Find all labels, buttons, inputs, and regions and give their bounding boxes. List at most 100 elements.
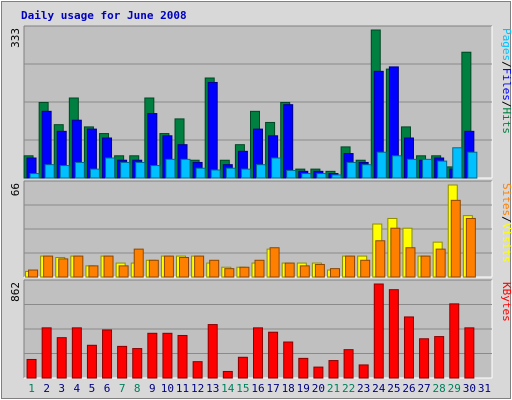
bar-pages-day-4 [74, 161, 85, 179]
bar-kbytes-day-10 [162, 332, 173, 379]
bar-kbytes-day-16 [253, 327, 263, 379]
bar-sites-day-21 [329, 268, 340, 278]
bar-sites-day-30 [465, 217, 476, 278]
x-tick-label-day-3: 3 [58, 382, 65, 395]
x-tick-label-day-4: 4 [74, 382, 81, 395]
bar-kbytes-day-3 [56, 337, 67, 379]
x-tick-label-day-20: 20 [312, 382, 325, 395]
x-tick-label-day-7: 7 [119, 382, 126, 395]
chart-title: Daily usage for June 2008 [21, 9, 187, 22]
bar-kbytes-day-5 [86, 344, 97, 379]
x-tick-label-day-28: 28 [433, 382, 446, 395]
bar-sites-day-9 [148, 259, 159, 278]
bar-sites-day-6 [103, 255, 114, 278]
x-tick-label-day-23: 23 [357, 382, 370, 395]
bar-pages-day-21 [331, 174, 342, 179]
bar-kbytes-day-19 [298, 357, 309, 379]
x-tick-label-day-24: 24 [372, 382, 386, 395]
bar-kbytes-day-11 [177, 334, 188, 379]
bar-kbytes-day-15 [237, 356, 248, 379]
bar-kbytes-day-25 [388, 289, 399, 379]
bar-kbytes-day-17 [268, 331, 279, 379]
bar-sites-day-12 [194, 255, 205, 278]
bar-kbytes-day-7 [117, 345, 128, 379]
bar-sites-day-1 [28, 269, 39, 278]
bar-sites-day-20 [314, 263, 325, 278]
bar-kbytes-day-27 [419, 338, 430, 379]
bar-pages-day-25 [391, 155, 402, 179]
bar-pages-day-11 [180, 158, 191, 179]
panel-top: 333 Pages/Files/Hits [9, 25, 512, 179]
bar-pages-day-12 [195, 167, 206, 179]
bar-pages-day-15 [240, 168, 251, 179]
bar-pages-day-2 [44, 164, 55, 179]
x-tick-label-day-1: 1 [28, 382, 35, 395]
bar-pages-day-23 [361, 164, 372, 179]
bar-kbytes-day-14 [222, 370, 233, 379]
bar-pages-day-5 [89, 168, 100, 179]
bar-sites-day-5 [88, 265, 99, 278]
panel-middle-legend: Sites/Visits [500, 183, 512, 263]
bar-pages-day-18 [286, 169, 297, 179]
bar-sites-day-24 [375, 240, 386, 278]
bar-pages-day-9 [150, 165, 161, 179]
panel-top-legend: Pages/Files/Hits [500, 28, 512, 134]
bar-pages-day-6 [105, 157, 116, 179]
bar-sites-day-10 [163, 255, 174, 278]
x-tick-label-day-22: 22 [342, 382, 355, 395]
bar-pages-day-17 [271, 157, 282, 179]
bar-kbytes-day-8 [132, 348, 143, 379]
bar-sites-day-17 [269, 247, 280, 278]
legend-entry: / [500, 216, 512, 223]
x-tick-label-day-14: 14 [221, 382, 235, 395]
x-tick-label-day-25: 25 [387, 382, 400, 395]
bar-sites-day-18 [284, 262, 295, 278]
x-tick-label-day-12: 12 [191, 382, 204, 395]
bar-pages-day-20 [316, 173, 327, 179]
bar-sites-day-16 [254, 259, 265, 278]
panel-middle: 66 Sites/Visits [9, 180, 512, 278]
x-tick-label-day-31: 31 [478, 382, 491, 395]
bar-kbytes-day-28 [434, 336, 445, 379]
bar-kbytes-day-29 [449, 303, 460, 379]
legend-entry: Pages [500, 28, 512, 61]
bar-sites-day-28 [435, 248, 446, 278]
x-tick-label-day-6: 6 [104, 382, 111, 395]
bar-kbytes-day-26 [403, 316, 414, 379]
panel-middle-max-label: 66 [9, 183, 22, 196]
panel-bottom-max-label: 862 [9, 282, 22, 302]
bar-pages-day-13 [210, 169, 221, 179]
bar-pages-day-28 [437, 160, 448, 179]
legend-entry: Hits [500, 108, 512, 135]
bar-pages-day-7 [120, 161, 131, 179]
x-tick-label-day-29: 29 [448, 382, 461, 395]
x-tick-label-day-18: 18 [282, 382, 295, 395]
bar-pages-day-3 [59, 165, 70, 179]
legend-entry: KBytes [500, 282, 512, 322]
bar-sites-day-8 [133, 248, 144, 278]
bar-kbytes-day-6 [102, 329, 113, 379]
bar-sites-day-23 [360, 259, 371, 278]
x-tick-label-day-21: 21 [327, 382, 340, 395]
bar-kbytes-day-23 [358, 364, 369, 379]
legend-entry: Visits [500, 223, 512, 263]
bar-files-day-18 [283, 104, 294, 179]
x-axis-day-labels: 1 2 3 4 5 6 7 8 9 10 11 12 13 14 15 16 17 18 19 20 21 22 23 24 2… [28, 382, 491, 395]
x-tick-label-day-13: 13 [206, 382, 219, 395]
x-tick-label-day-19: 19 [297, 382, 310, 395]
x-tick-label-day-10: 10 [161, 382, 174, 395]
x-tick-label-day-11: 11 [176, 382, 189, 395]
bar-sites-day-29 [450, 199, 461, 278]
bar-kbytes-day-24 [373, 283, 384, 379]
legend-entry: / [500, 61, 512, 68]
bar-files-day-13 [207, 81, 218, 179]
x-tick-label-day-16: 16 [251, 382, 264, 395]
bar-kbytes-day-9 [147, 332, 158, 379]
bar-sites-day-11 [179, 256, 190, 278]
bar-sites-day-22 [345, 255, 356, 278]
bar-kbytes-day-2 [41, 327, 52, 379]
bar-sites-day-15 [239, 266, 250, 278]
